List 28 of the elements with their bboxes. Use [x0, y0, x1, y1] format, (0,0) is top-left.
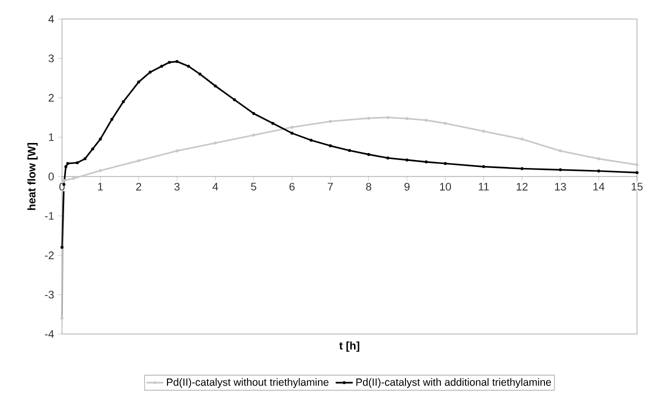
x-tick-label: 9 — [404, 182, 410, 191]
y-tick-label: 3 — [48, 54, 54, 62]
x-tick-label: 1 — [98, 182, 103, 190]
x-tick-label: 11 — [478, 182, 489, 190]
legend-label: Pd(II)-catalyst with additional triethylamine — [356, 378, 551, 388]
x-axis-title: t [h] — [339, 342, 360, 352]
x-tick-label: 4 — [212, 182, 218, 190]
x-tick-label: 5 — [251, 182, 256, 190]
x-tick-label: 10 — [440, 182, 451, 191]
x-tick-label: 8 — [366, 182, 372, 191]
x-tick-label: 3 — [174, 182, 180, 191]
y-tick-label: 2 — [48, 94, 54, 102]
legend-label: Pd(II)-catalyst without triethylamine — [167, 378, 328, 388]
y-tick-label: 4 — [48, 15, 54, 23]
x-tick-label: 6 — [290, 182, 295, 191]
y-tick-label: 1 — [48, 133, 54, 141]
y-tick-label: 0 — [48, 172, 54, 180]
x-tick-label: 15 — [632, 182, 643, 190]
x-tick-label: 13 — [555, 182, 566, 191]
x-tick-label: 7 — [328, 182, 333, 190]
x-tick-label: 2 — [136, 182, 142, 190]
y-tick-label: -2 — [44, 251, 54, 260]
y-tick-label: -4 — [44, 330, 54, 338]
y-tick-label: -1 — [44, 212, 54, 220]
x-tick-label: 12 — [516, 182, 528, 190]
y-axis-title: heat flow [W] — [27, 143, 38, 210]
x-tick-label: 14 — [593, 182, 604, 190]
y-tick-label: -3 — [44, 290, 54, 299]
